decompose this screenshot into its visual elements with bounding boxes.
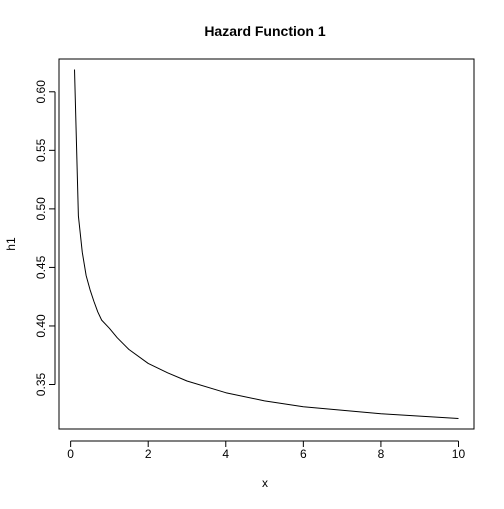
series-layer bbox=[74, 69, 459, 419]
x-axis-label: x bbox=[262, 476, 268, 490]
x-axis: 0 2 4 6 8 10 bbox=[67, 440, 466, 461]
hazard-curve-line bbox=[74, 69, 459, 419]
x-tick-label: 10 bbox=[452, 447, 466, 461]
y-tick-label: 0.45 bbox=[34, 255, 48, 279]
y-tick-label: 0.35 bbox=[34, 373, 48, 397]
x-tick-label: 2 bbox=[145, 447, 152, 461]
y-tick-label: 0.40 bbox=[34, 314, 48, 338]
y-tick-label: 0.60 bbox=[34, 80, 48, 104]
x-tick-label: 8 bbox=[378, 447, 385, 461]
y-tick-label: 0.50 bbox=[34, 197, 48, 221]
x-tick-label: 0 bbox=[67, 447, 74, 461]
x-tick-label: 6 bbox=[300, 447, 307, 461]
y-tick-label: 0.55 bbox=[34, 138, 48, 162]
y-axis-label: h1 bbox=[4, 237, 18, 251]
y-axis: 0.35 0.40 0.45 0.50 0.55 0.60 bbox=[34, 80, 56, 397]
x-tick-label: 4 bbox=[222, 447, 229, 461]
chart-title: Hazard Function 1 bbox=[204, 23, 326, 39]
plot-frame bbox=[58, 58, 475, 430]
